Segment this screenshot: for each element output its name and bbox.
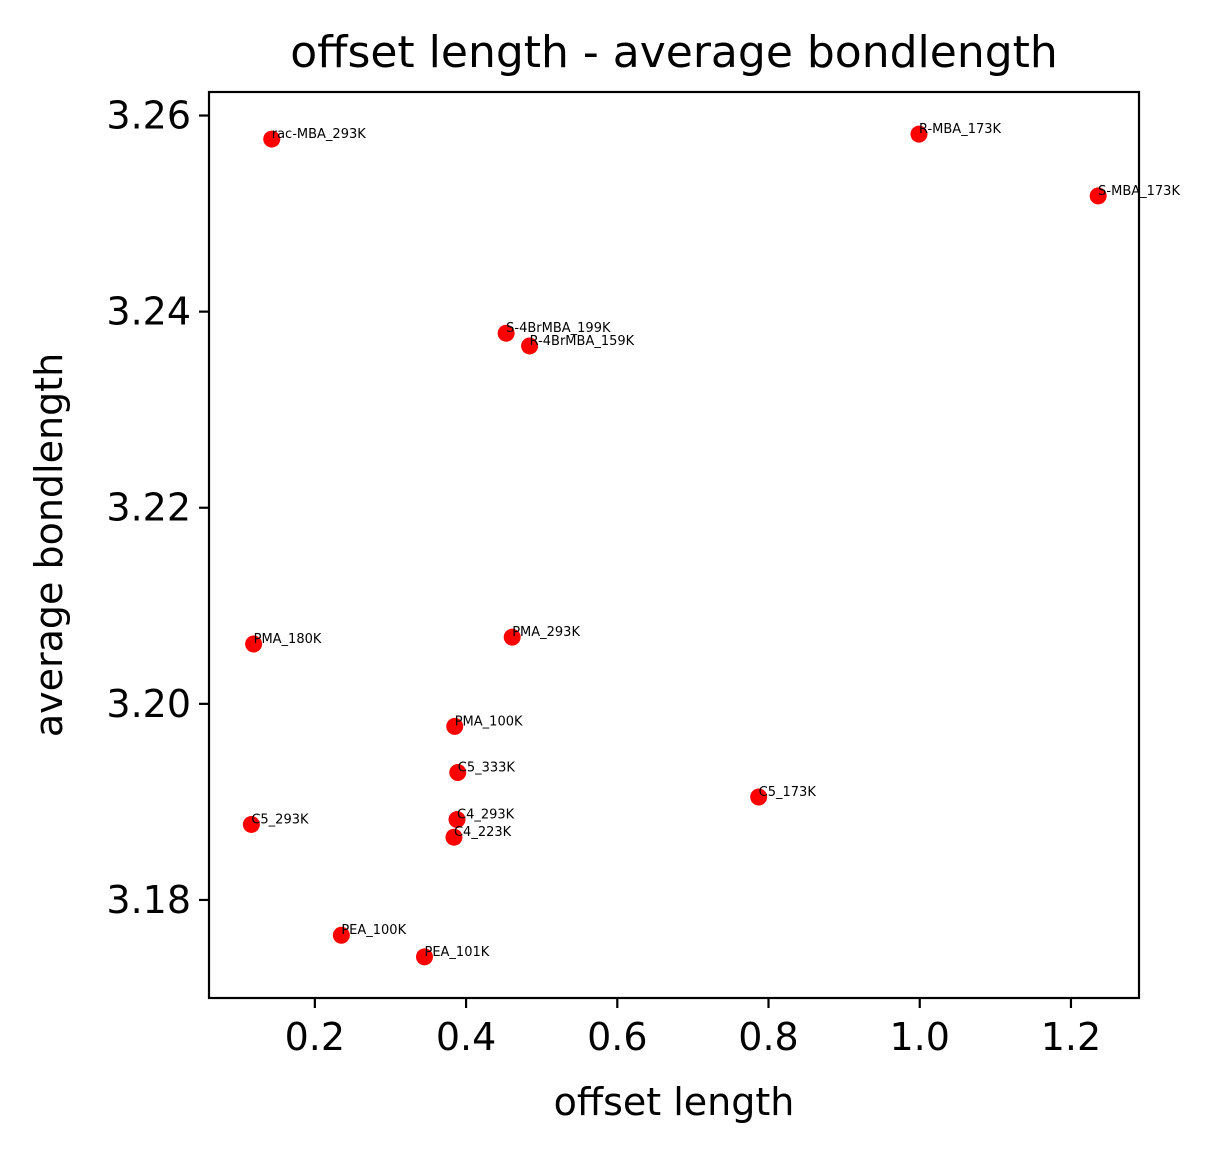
y-tick-label: 3.22 (106, 486, 191, 530)
point-label: rac-MBA_293K (272, 127, 366, 142)
data-point (449, 763, 467, 781)
data-point (497, 324, 515, 342)
point-label: C5_173K (759, 785, 817, 800)
data-point (245, 635, 263, 653)
point-label: PMA_293K (512, 625, 580, 640)
data-point (445, 828, 463, 846)
x-axis-label: offset length (554, 1080, 795, 1124)
y-axis: 3.18 3.20 3.22 3.24 3.26 (106, 94, 209, 922)
plot-frame (207, 90, 1141, 1000)
data-point (1089, 187, 1107, 205)
data-point (910, 125, 928, 143)
data-points: rac-MBA_293K R-MBA_173K S-MBA_173K S-4BrMBA… (242, 122, 1180, 966)
point-label: PEA_101K (424, 945, 489, 960)
chart-title: offset length - average bondlength (290, 27, 1058, 78)
point-label: S-4BrMBA_199K (506, 321, 611, 336)
x-tick-label: 1.2 (1041, 1015, 1101, 1059)
data-point (446, 717, 464, 735)
y-axis-label: average bondlength (27, 353, 71, 737)
point-label: C4_293K (457, 808, 515, 823)
point-label: S-MBA_173K (1098, 184, 1180, 199)
data-point (750, 788, 768, 806)
y-tick-label: 3.18 (106, 878, 191, 922)
point-label: PMA_180K (254, 632, 322, 647)
y-tick-label: 3.20 (106, 682, 191, 726)
y-tick-label: 3.26 (106, 94, 191, 138)
point-label: R-4BrMBA_159K (530, 334, 635, 349)
data-point (332, 926, 350, 944)
point-label: C4_223K (454, 825, 512, 840)
data-point (242, 815, 260, 833)
point-label: C5_293K (251, 812, 309, 827)
x-tick-label: 0.2 (285, 1015, 345, 1059)
data-point (521, 337, 539, 355)
x-tick-label: 0.6 (587, 1015, 647, 1059)
point-label: R-MBA_173K (919, 122, 1002, 137)
data-point (415, 948, 433, 966)
point-label: C5_333K (458, 760, 516, 775)
point-label: PMA_100K (455, 714, 523, 729)
x-tick-label: 0.4 (436, 1015, 496, 1059)
x-tick-label: 0.8 (738, 1015, 798, 1059)
x-tick-label: 1.0 (890, 1015, 950, 1059)
y-tick-label: 3.24 (106, 290, 191, 334)
data-point (448, 811, 466, 829)
data-point (263, 130, 281, 148)
data-point (503, 628, 521, 646)
x-axis: 0.2 0.4 0.6 0.8 1.0 1.2 (285, 998, 1101, 1059)
point-label: PEA_100K (341, 923, 406, 938)
